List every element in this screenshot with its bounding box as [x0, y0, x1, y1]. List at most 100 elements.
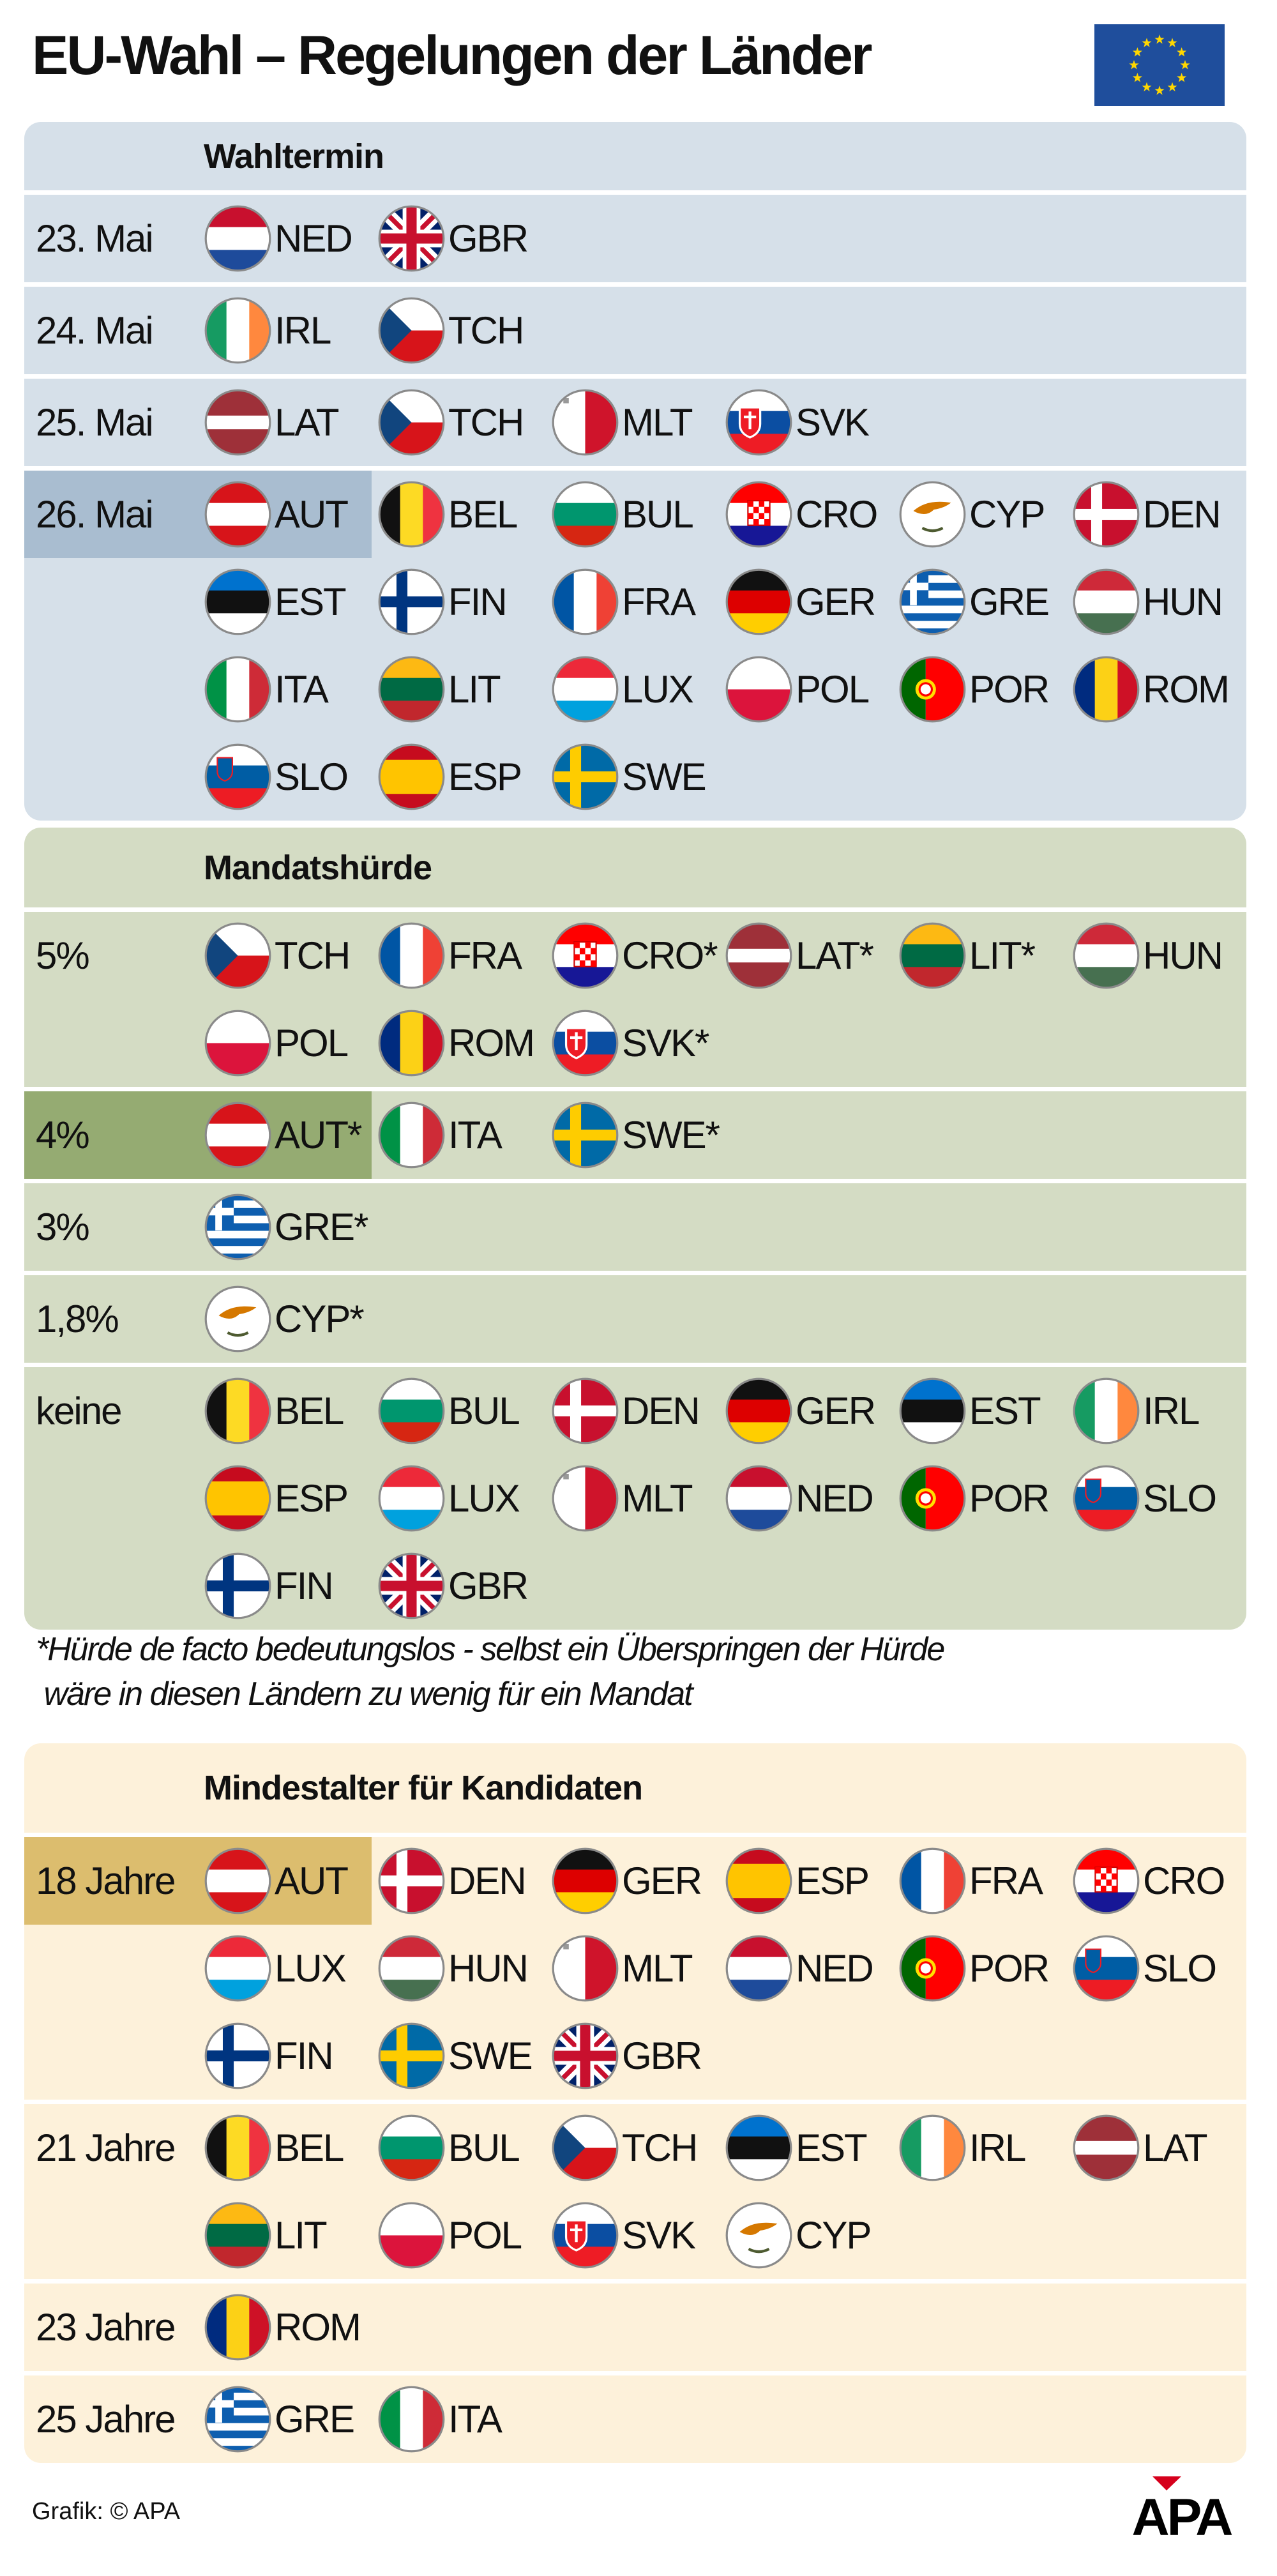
flag-bel-icon: [204, 2114, 271, 2181]
flag-fra-icon: [899, 1847, 966, 1914]
country-item: FIN: [204, 1542, 377, 1630]
country-code: POL: [448, 2214, 522, 2257]
country-item: GRE: [898, 558, 1072, 646]
country-code: GBR: [448, 217, 529, 260]
flag-ita-icon: [378, 2386, 445, 2453]
flag-esp-icon: [378, 743, 445, 810]
country-item: POL: [204, 999, 377, 1087]
flag-lat-icon: [725, 922, 792, 989]
country-item: AUT: [204, 1837, 377, 1925]
flag-mlt-icon: [552, 389, 619, 456]
flag-ger-icon: [725, 568, 792, 635]
country-item: ESP: [204, 1455, 377, 1542]
country-item: ESP: [725, 1837, 898, 1925]
country-code: CYP: [969, 493, 1045, 536]
flag-fin-icon: [204, 2022, 271, 2089]
country-code: MLT: [622, 401, 693, 444]
table-row: 4% AUT* ITA SWE*: [24, 1087, 1246, 1179]
flag-est-icon: [725, 2114, 792, 2181]
country-item: DEN: [377, 1837, 551, 1925]
svg-text:APA: APA: [1131, 2489, 1232, 2542]
flag-swe-icon: [552, 743, 619, 810]
country-item: CRO: [725, 471, 898, 558]
country-code: EST: [969, 1390, 1041, 1432]
flag-slo-icon: [204, 743, 271, 810]
flag-irl-icon: [899, 2114, 966, 2181]
flag-cyp-icon: [725, 2202, 792, 2269]
flag-irl-icon: [204, 297, 271, 364]
credit: Grafik: © APA: [32, 2498, 181, 2525]
country-code: NED: [796, 1477, 874, 1520]
country-code: POR: [969, 1947, 1050, 1990]
country-code: LIT: [448, 668, 501, 711]
country-code: NED: [796, 1947, 874, 1990]
country-item: SVK: [725, 379, 898, 466]
country-code: HUN: [1143, 934, 1223, 977]
flag-pol-icon: [725, 656, 792, 723]
flag-ger-icon: [552, 1847, 619, 1914]
country-item: NED: [725, 1455, 898, 1542]
country-item: ROM: [377, 999, 551, 1087]
country-code: FRA: [969, 1860, 1043, 1902]
country-item: IRL: [898, 2104, 1072, 2192]
country-code: BUL: [622, 493, 694, 536]
country-item: FRA: [377, 912, 551, 999]
country-code: SVK: [796, 401, 870, 444]
country-code: DEN: [622, 1390, 700, 1432]
country-item: ESP: [377, 733, 551, 821]
country-code: CYP: [796, 2214, 872, 2257]
country-code: TCH: [275, 934, 351, 977]
country-item: IRL: [204, 287, 377, 374]
country-code: SVK: [622, 2214, 696, 2257]
country-code: SLO: [275, 755, 349, 798]
country-code: ROM: [1143, 668, 1230, 711]
flag-tch-icon: [204, 922, 271, 989]
country-code: TCH: [622, 2126, 698, 2169]
country-code: BUL: [448, 1390, 520, 1432]
flag-fra-icon: [552, 568, 619, 635]
country-code: HUN: [448, 1947, 529, 1990]
flag-ita-icon: [204, 656, 271, 723]
flag-lat-icon: [1073, 2114, 1140, 2181]
row-label: 3%: [36, 1206, 90, 1248]
country-code: DEN: [1143, 493, 1221, 536]
country-item: IRL: [1072, 1367, 1246, 1455]
country-item: BEL: [204, 2104, 377, 2192]
row-label: 25 Jahre: [36, 2398, 176, 2441]
country-item: CRO: [1072, 1837, 1246, 1925]
country-code: SVK*: [622, 1022, 709, 1064]
country-code: ESP: [275, 1477, 349, 1520]
section-panel-1: Wahltermin 23. Mai NED GBR 24. Mai IRL TCH 25. …: [24, 122, 1246, 821]
flag-aut-icon: [204, 1102, 271, 1169]
country-item: NED: [725, 1925, 898, 2012]
row-label: keine: [36, 1390, 122, 1432]
flag-fra-icon: [378, 922, 445, 989]
row-label: 25. Mai: [36, 401, 154, 444]
flag-swe-icon: [378, 2022, 445, 2089]
flag-cyp-icon: [899, 481, 966, 548]
flag-irl-icon: [1073, 1377, 1140, 1444]
country-item: POR: [898, 1925, 1072, 2012]
country-item: CYP*: [204, 1275, 377, 1363]
country-item: NED: [204, 195, 377, 282]
country-item: GRE: [204, 2375, 377, 2463]
country-code: GER: [622, 1860, 702, 1902]
flag-lux-icon: [378, 1465, 445, 1532]
country-code: POL: [275, 1022, 349, 1064]
flag-mlt-icon: [552, 1465, 619, 1532]
country-code: IRL: [1143, 1390, 1200, 1432]
country-code: ITA: [275, 668, 329, 711]
country-code: GRE*: [275, 1206, 368, 1248]
country-code: GRE: [275, 2398, 355, 2441]
flag-bul-icon: [378, 2114, 445, 2181]
country-item: GER: [725, 1367, 898, 1455]
flag-gre-icon: [204, 1193, 271, 1261]
flag-gbr-icon: [552, 2022, 619, 2089]
row-label: 1,8%: [36, 1298, 119, 1340]
table-row: 18 Jahre AUT DEN GER ESP FRA CRO LUX HUN MLT NED PO…: [24, 1833, 1246, 2100]
flag-gre-icon: [204, 2386, 271, 2453]
flag-svk-icon: [725, 389, 792, 456]
country-item: EST: [204, 558, 377, 646]
country-item: ROM: [1072, 646, 1246, 733]
row-label: 23 Jahre: [36, 2306, 176, 2349]
